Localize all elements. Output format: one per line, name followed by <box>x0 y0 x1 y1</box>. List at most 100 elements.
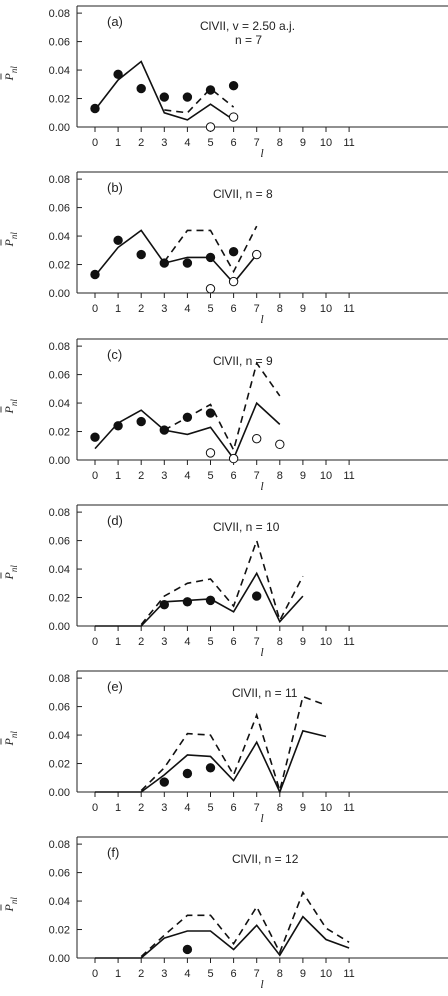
x-tick-label: 4 <box>184 968 190 980</box>
x-tick-label: 4 <box>184 636 190 648</box>
y-tick-label: 0.02 <box>49 593 70 605</box>
x-tick-label: 11 <box>343 802 354 814</box>
y-tick-label: 0.06 <box>49 536 70 548</box>
y-axis-label-subscript: nl <box>9 399 19 407</box>
x-tick-label: 6 <box>231 137 237 149</box>
x-tick-label: 1 <box>115 137 121 149</box>
x-tick-label: 2 <box>138 802 144 814</box>
panel-d: 0.00 0.02 0.04 0.06 0.08 0 1 2 3 4 5 6 7 8 9 10 11 l Pnl (d… <box>0 504 448 659</box>
y-tick-label: 0.04 <box>49 231 70 243</box>
x-tick-label: 5 <box>207 137 213 149</box>
filled-circle-marker <box>90 103 100 114</box>
x-tick-label: 7 <box>254 636 260 648</box>
y-tick-label: 0.06 <box>49 370 70 382</box>
filled-circle-marker <box>182 412 193 422</box>
filled-circle-marker <box>182 258 193 268</box>
panel-label: (a) <box>107 14 123 29</box>
panel-label: (d) <box>107 513 123 528</box>
solid-series-line <box>94 401 281 461</box>
y-tick-label: 0.04 <box>49 398 70 410</box>
filled-circle-marker <box>182 92 193 102</box>
panel-a: 0.00 0.02 0.04 0.06 0.08 0 1 2 3 4 5 6 7 8 9 10 11 l Pnl (a… <box>0 5 448 160</box>
panel-label: (e) <box>107 679 123 694</box>
solid-series-line <box>95 571 304 627</box>
y-tick-label: 0.00 <box>49 288 70 300</box>
filled-circle-marker <box>159 425 170 435</box>
filled-circle-marker <box>136 416 146 427</box>
x-tick-label: 2 <box>138 968 144 980</box>
x-tick-label: 8 <box>277 303 283 315</box>
x-tick-label: 5 <box>207 636 213 648</box>
x-tick-label: 2 <box>138 470 144 482</box>
x-tick-label: 2 <box>138 303 144 315</box>
x-tick-label: 9 <box>300 137 306 149</box>
filled-circle-marker <box>159 777 170 787</box>
filled-circle-marker <box>90 269 100 280</box>
x-tick-label: 11 <box>343 137 354 149</box>
filled-circle-marker <box>182 597 193 607</box>
y-tick-label: 0.04 <box>49 564 70 576</box>
y-axis-label: Pnl <box>0 66 19 82</box>
y-axis-label-main: P <box>2 239 16 248</box>
panel-label: (c) <box>107 347 122 362</box>
filled-circle-marker <box>136 249 146 260</box>
filled-circle-marker <box>205 595 216 606</box>
y-tick-label: 0.08 <box>49 341 70 353</box>
panel-e: 0.00 0.02 0.04 0.06 0.08 0 1 2 3 4 5 6 7 8 9 10 11 l Pnl (e… <box>0 670 448 825</box>
x-tick-label: 4 <box>184 470 190 482</box>
y-axis-label: Pnl <box>0 731 19 747</box>
filled-circle-marker <box>228 81 239 91</box>
y-axis-label-text: Pnl <box>2 232 19 248</box>
x-tick-label: 1 <box>115 470 121 482</box>
x-tick-label: 3 <box>161 303 167 315</box>
x-tick-label: 0 <box>92 968 98 980</box>
x-tick-label: 10 <box>320 968 332 980</box>
x-tick-label: 2 <box>138 137 144 149</box>
x-tick-label: 1 <box>115 303 121 315</box>
x-tick-label: 10 <box>320 636 332 648</box>
y-axis-label-main: P <box>2 738 16 747</box>
open-circle-marker <box>275 439 285 450</box>
y-tick-label: 0.04 <box>49 730 70 742</box>
y-tick-label: 0.02 <box>49 427 70 439</box>
panel-annotation-2: n = 7 <box>235 33 262 47</box>
y-tick-label: 0.08 <box>49 673 70 685</box>
open-circle-marker <box>205 284 216 294</box>
filled-circle-marker <box>182 768 193 779</box>
x-tick-label: 6 <box>231 636 237 648</box>
panel-annotation: ClVII, n = 12 <box>232 852 299 866</box>
y-tick-label: 0.06 <box>49 868 70 880</box>
y-tick-label: 0.08 <box>49 507 70 519</box>
x-tick-label: 9 <box>300 470 306 482</box>
x-tick-label: 2 <box>138 636 144 648</box>
y-tick-label: 0.02 <box>49 94 70 106</box>
y-axis-label-main: P <box>2 406 16 415</box>
x-tick-label: 0 <box>92 303 98 315</box>
y-tick-label: 0.00 <box>49 122 70 134</box>
y-axis-label-subscript: nl <box>9 565 19 573</box>
filled-circle-marker <box>136 83 146 94</box>
y-tick-label: 0.08 <box>49 174 70 186</box>
y-tick-label: 0.04 <box>49 896 70 908</box>
x-tick-label: 0 <box>92 137 98 149</box>
y-tick-label: 0.06 <box>49 37 70 49</box>
x-tick-label: 3 <box>161 636 167 648</box>
x-tick-label: 0 <box>92 470 98 482</box>
panel-annotation: ClVII, v = 2.50 a.j. <box>200 19 295 33</box>
x-tick-label: 10 <box>320 470 332 482</box>
y-tick-label: 0.02 <box>49 759 70 771</box>
filled-circle-marker <box>113 235 123 246</box>
y-axis-label: Pnl <box>0 399 19 415</box>
x-axis-label: l <box>260 146 264 160</box>
y-axis-label-subscript: nl <box>9 66 19 74</box>
panel-label: (b) <box>107 180 123 195</box>
x-tick-label: 3 <box>161 802 167 814</box>
y-axis-label-main: P <box>2 572 16 581</box>
solid-series-line <box>94 60 235 121</box>
panel-annotation: ClVII, n = 9 <box>213 354 273 368</box>
y-tick-label: 0.00 <box>49 455 70 467</box>
x-tick-label: 8 <box>277 137 283 149</box>
x-tick-label: 4 <box>184 802 190 814</box>
x-tick-label: 9 <box>300 968 306 980</box>
filled-circle-marker <box>113 69 123 80</box>
